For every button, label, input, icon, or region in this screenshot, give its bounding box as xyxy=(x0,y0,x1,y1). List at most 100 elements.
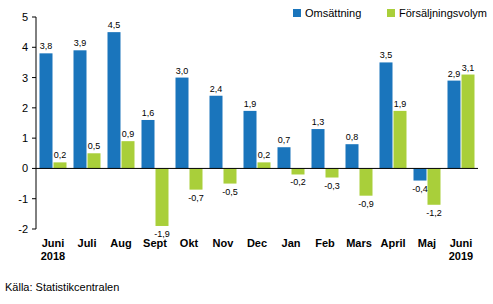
y-tick xyxy=(32,107,36,108)
bar xyxy=(54,162,67,168)
bar xyxy=(292,168,305,174)
y-tick-label: 2 xyxy=(22,102,28,114)
data-label: 0,2 xyxy=(54,150,67,160)
bar xyxy=(74,50,87,168)
chart: -2 -1 0 1 2 3 4 5 3,8 3,9 4,5 1,6 3,0 2,4 1,9 0,7 1,3 0,8… xyxy=(0,0,493,304)
y-tick-label: -1 xyxy=(18,193,28,205)
y-tick xyxy=(32,77,36,78)
data-label: 0,7 xyxy=(278,135,291,145)
data-label: -0,4 xyxy=(412,184,428,194)
bar xyxy=(142,120,155,168)
data-label: 2,4 xyxy=(210,84,223,94)
bar xyxy=(448,81,461,169)
x-tick-label-line: Maj xyxy=(418,237,436,249)
x-tick-label: Aug xyxy=(110,237,131,249)
y-tick xyxy=(32,198,36,199)
annotation: Källa: Statistikcentralen xyxy=(5,281,119,293)
bar xyxy=(380,62,393,168)
x-tick-label-line: April xyxy=(380,237,405,249)
x-tick-label-line: Jan xyxy=(282,237,301,249)
y-tick-label: 5 xyxy=(22,11,28,23)
bar xyxy=(428,168,441,204)
x-tick-label-line: Aug xyxy=(110,237,131,249)
bar xyxy=(122,141,135,168)
y-tick xyxy=(32,47,36,48)
legend-swatch xyxy=(387,9,395,17)
x-tick-label: Feb xyxy=(315,237,335,249)
data-label: 3,8 xyxy=(40,41,53,51)
x-tick-label: Sept xyxy=(143,237,167,249)
bar xyxy=(190,168,203,189)
x-tick-label-line: Okt xyxy=(180,237,199,249)
y-tick xyxy=(32,138,36,139)
x-tick-label: Juni2019 xyxy=(449,237,473,262)
bar xyxy=(326,168,339,177)
data-label: 1,9 xyxy=(394,99,407,109)
x-tick-label: Okt xyxy=(180,237,199,249)
x-tick-label: Maj xyxy=(418,237,436,249)
y-tick xyxy=(32,17,36,18)
y-axis xyxy=(36,17,37,229)
x-tick-label-line: 2019 xyxy=(449,250,473,262)
x-tick-label-line: Feb xyxy=(315,237,335,249)
y-tick-label: 4 xyxy=(22,41,28,53)
x-tick-label: Dec xyxy=(247,237,267,249)
bar xyxy=(88,153,101,168)
bar xyxy=(244,111,257,169)
data-label: 2,9 xyxy=(448,69,461,79)
bar xyxy=(312,129,325,168)
y-tick xyxy=(32,168,36,169)
bar xyxy=(414,168,427,180)
data-label: 0,8 xyxy=(346,132,359,142)
bars xyxy=(40,32,475,226)
y-tick xyxy=(32,229,36,230)
x-tick-label: Juni2018 xyxy=(41,237,65,262)
bar xyxy=(394,111,407,169)
x-tick-label-line: Juli xyxy=(78,237,97,249)
bar xyxy=(346,144,359,168)
x-tick-label: Jan xyxy=(282,237,301,249)
data-label: -0,9 xyxy=(358,199,374,209)
x-tick-label: Juli xyxy=(78,237,97,249)
x-tick-label-line: Nov xyxy=(213,237,235,249)
y-tick-label: 1 xyxy=(22,132,28,144)
x-tick-label: Mars xyxy=(346,237,372,249)
bar xyxy=(108,32,121,168)
data-label: 3,5 xyxy=(380,50,393,60)
x-tick-label-line: Dec xyxy=(247,237,267,249)
bar xyxy=(360,168,373,195)
data-label: -0,5 xyxy=(222,187,238,197)
bar xyxy=(210,96,223,169)
data-label: -0,7 xyxy=(188,193,204,203)
y-tick-label: -2 xyxy=(18,223,28,235)
legend-label: Omsättning xyxy=(305,7,361,19)
bar xyxy=(176,78,189,169)
data-label: 3,1 xyxy=(462,63,475,73)
bar xyxy=(224,168,237,183)
data-label: 1,9 xyxy=(244,99,257,109)
data-label: -0,3 xyxy=(324,181,340,191)
bar xyxy=(278,147,291,168)
bar xyxy=(258,162,271,168)
y-tick-label: 3 xyxy=(22,72,28,84)
data-label: 0,5 xyxy=(88,141,101,151)
x-tick-label-line: Mars xyxy=(346,237,372,249)
x-tick-label: Nov xyxy=(213,237,235,249)
y-tick-label: 0 xyxy=(22,162,28,174)
data-label: -0,2 xyxy=(290,177,306,187)
data-label: 0,9 xyxy=(122,129,135,139)
data-label: 3,9 xyxy=(74,38,87,48)
data-label: 0,2 xyxy=(258,150,271,160)
x-tick-label-line: Juni xyxy=(42,237,65,249)
zero-line xyxy=(36,168,478,169)
x-tick-label-line: 2018 xyxy=(41,250,65,262)
data-label: 3,0 xyxy=(176,66,189,76)
x-tick-label-line: Juni xyxy=(450,237,473,249)
x-tick-label-line: Sept xyxy=(143,237,167,249)
data-label: 1,3 xyxy=(312,117,325,127)
data-label: 4,5 xyxy=(108,20,121,30)
legend-label: Försäljningsvolym xyxy=(399,7,487,19)
legend-swatch xyxy=(293,9,301,17)
data-label: 1,6 xyxy=(142,108,155,118)
bar xyxy=(462,75,475,169)
